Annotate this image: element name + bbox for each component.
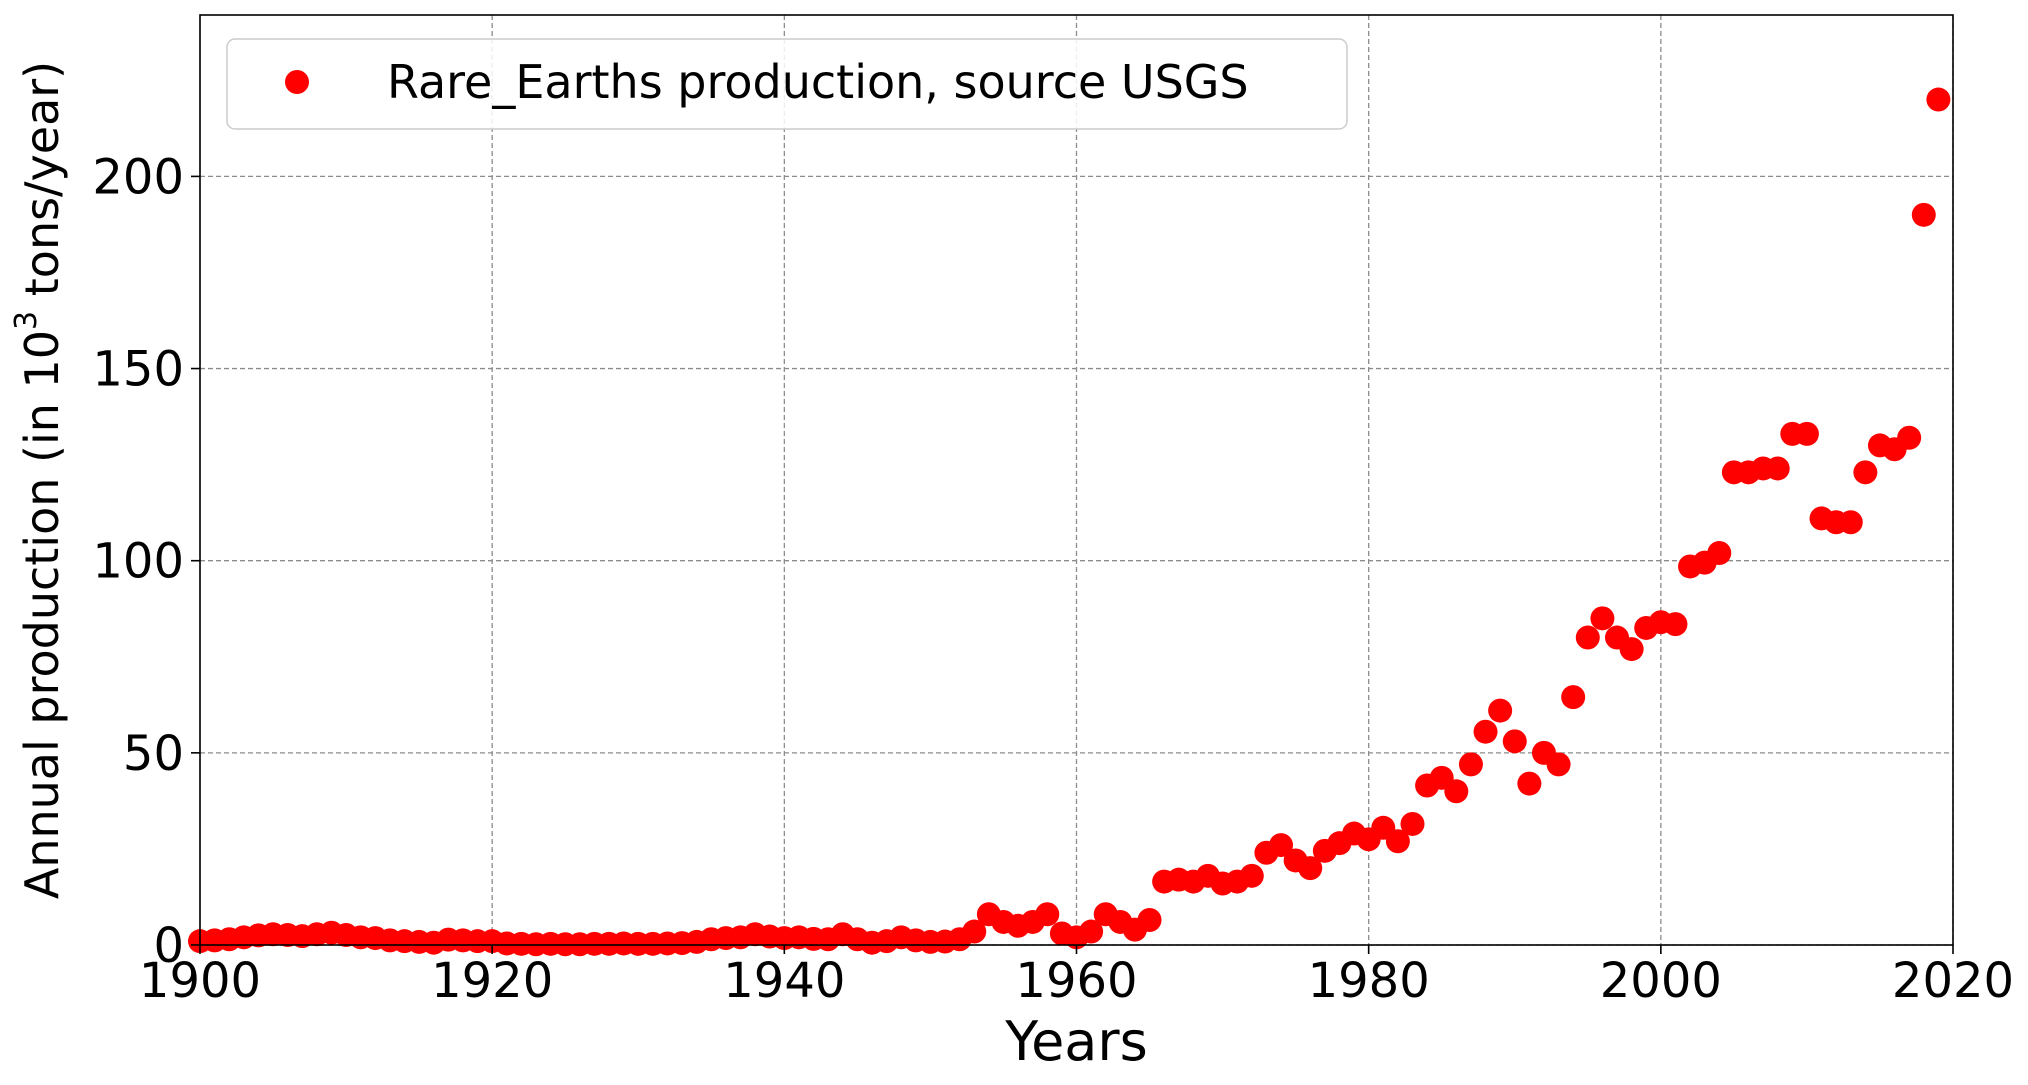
x-axis-ticks: 1900 1920 1940 1960 1980 2000 2020 (139, 945, 2014, 1009)
data-point (1137, 908, 1162, 933)
data-point (1298, 856, 1323, 881)
data-point (1575, 625, 1600, 650)
x-tick-label: 2000 (1600, 953, 1722, 1009)
x-tick-label: 1920 (431, 953, 553, 1009)
data-point (1765, 456, 1790, 481)
data-point (1911, 202, 1936, 227)
x-tick-label: 1960 (1015, 953, 1137, 1009)
data-point (1444, 779, 1469, 804)
data-point (1488, 698, 1513, 723)
data-point (1458, 752, 1483, 777)
legend: Rare_Earths production, source USGS (226, 38, 1348, 130)
y-axis-ticks: 0 50 100 150 200 (92, 149, 200, 974)
y-tick-label: 200 (92, 149, 184, 205)
legend-label: Rare_Earths production, source USGS (387, 55, 1249, 109)
y-tick-label: 150 (92, 342, 184, 398)
y-axis-title: Annual production (in 103 tons/year) (9, 61, 69, 899)
y-axis-title-prefix: Annual production (in 10 (15, 330, 69, 899)
data-point (1502, 729, 1527, 754)
x-tick-label: 1940 (723, 953, 845, 1009)
data-point (1517, 771, 1542, 796)
legend-box (226, 38, 1348, 130)
y-tick-label: 0 (153, 918, 184, 974)
data-point (1269, 833, 1294, 858)
data-point (1853, 460, 1878, 485)
data-point (962, 919, 987, 944)
data-point (1897, 425, 1922, 450)
data-point (1561, 685, 1586, 710)
data-point (1619, 637, 1644, 662)
x-tick-label: 1980 (1308, 953, 1430, 1009)
legend-marker (285, 70, 309, 94)
y-axis-title-suffix: tons/year) (15, 61, 69, 311)
data-point (1400, 811, 1425, 836)
data-points (188, 87, 1951, 957)
data-point (1079, 919, 1104, 944)
data-point (1794, 421, 1819, 446)
data-point (1838, 510, 1863, 535)
data-point (1590, 606, 1615, 631)
data-point (1239, 863, 1264, 888)
y-tick-label: 50 (123, 726, 184, 782)
x-axis-title: Years (1004, 1010, 1147, 1073)
x-tick-label: 2020 (1892, 953, 2014, 1009)
data-point (1473, 719, 1498, 744)
data-point (1926, 87, 1951, 112)
x-tick-label: 1900 (139, 953, 261, 1009)
data-point (1035, 902, 1060, 927)
data-point (1707, 541, 1732, 566)
y-axis-title-superscript: 3 (9, 311, 44, 330)
y-tick-label: 100 (92, 534, 184, 590)
data-point (1663, 612, 1688, 637)
data-point (1546, 752, 1571, 777)
data-point (1385, 829, 1410, 854)
